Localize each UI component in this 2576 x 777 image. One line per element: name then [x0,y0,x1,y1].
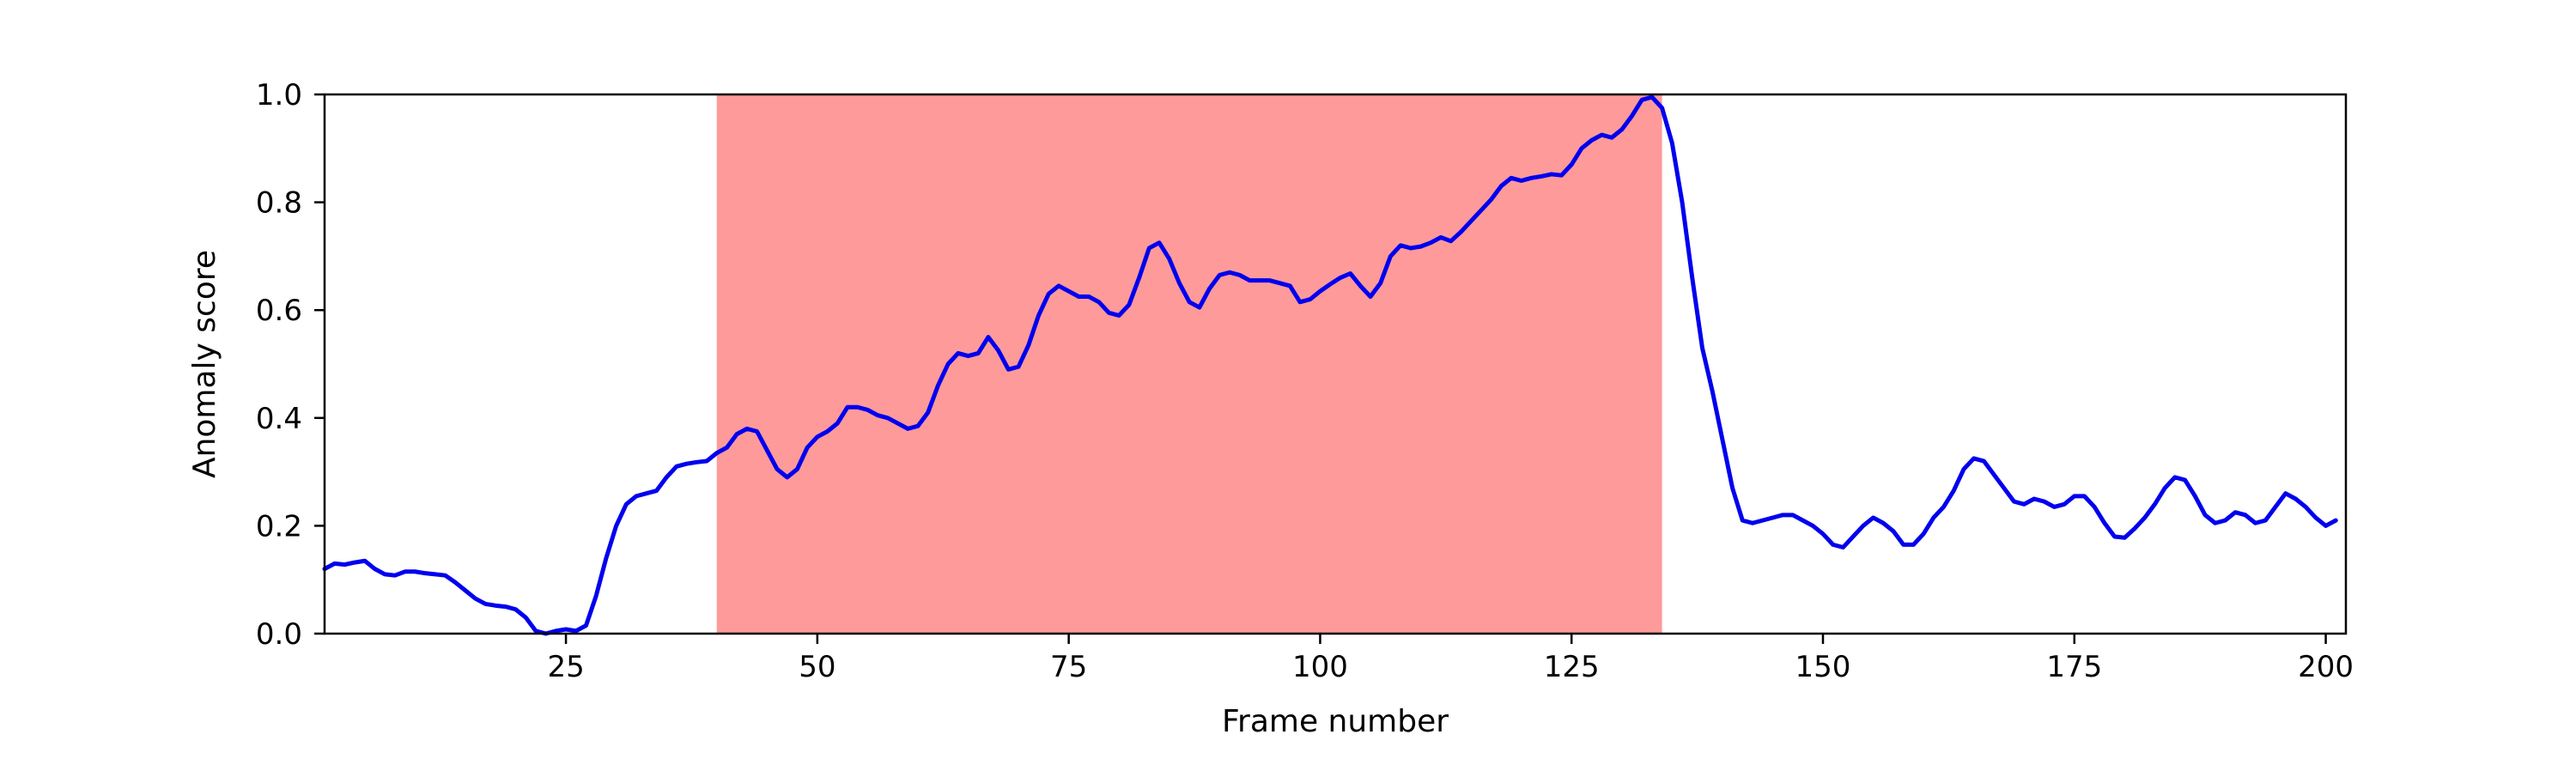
y-tick-label: 0.0 [256,617,302,652]
ticks-layer: 25 50 75 100 125 150 175 200 0.0 0.2 0.4 0.6 0.8 1.0 [256,78,2354,684]
series-layer [322,94,2338,636]
y-tick-label: 0.2 [256,509,302,543]
highlight-region [716,94,1662,634]
y-tick-label: 0.8 [256,186,302,221]
y-tick-label: 0.6 [256,294,302,328]
x-tick-label: 150 [1795,650,1851,684]
y-axis-label: Anomaly score [187,250,222,478]
x-tick-label: 100 [1292,650,1348,684]
x-tick-label: 175 [2046,650,2102,684]
x-tick-label: 25 [547,650,584,684]
y-tick-label: 1.0 [256,78,302,112]
x-tick-label: 200 [2298,650,2354,684]
x-axis-label: Frame number [1222,704,1449,739]
x-tick-label: 125 [1544,650,1600,684]
highlight-layer [716,94,1662,634]
x-tick-label: 75 [1050,650,1087,684]
series-line-0 [322,94,2338,636]
y-tick-label: 0.4 [256,402,302,436]
plot-frame [323,93,2348,635]
x-tick-label: 50 [799,650,835,684]
